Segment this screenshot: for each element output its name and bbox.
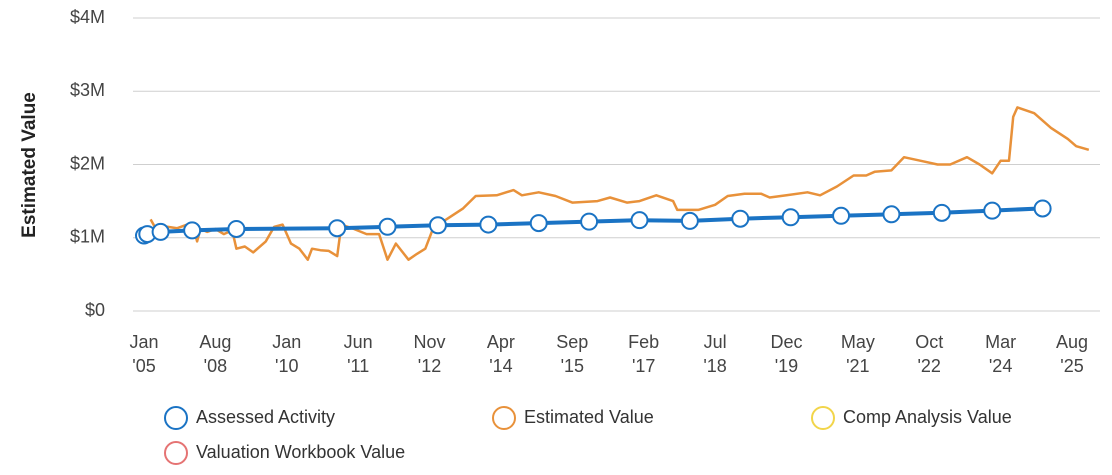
x-tick-label: '08 <box>204 356 227 376</box>
y-tick-label: $2M <box>70 153 105 173</box>
y-axis-label: Estimated Value <box>19 92 40 238</box>
point-marker <box>882 205 901 224</box>
point-marker <box>680 211 699 230</box>
point-marker <box>183 221 202 240</box>
x-tick-label: '05 <box>132 356 155 376</box>
legend-label: Valuation Workbook Value <box>196 442 405 462</box>
point-marker <box>580 212 599 231</box>
legend-marker <box>492 406 516 430</box>
x-tick-label: '19 <box>775 356 798 376</box>
x-tick-label: '17 <box>632 356 655 376</box>
legend-marker <box>164 441 188 465</box>
point-marker <box>781 208 800 227</box>
x-tick-label: '11 <box>347 356 369 376</box>
x-tick-label: Apr <box>487 332 515 352</box>
x-tick-label: Feb <box>628 332 659 352</box>
legend-label: Estimated Value <box>524 407 654 427</box>
point-marker <box>630 211 649 230</box>
point-marker <box>428 216 447 235</box>
x-tick-label: Nov <box>414 332 446 352</box>
x-tick-label: Aug <box>199 332 231 352</box>
point-marker <box>378 217 397 236</box>
point-marker <box>932 203 951 222</box>
x-tick-label: May <box>841 332 875 352</box>
legend-marker <box>811 406 835 430</box>
x-tick-label: '14 <box>489 356 512 376</box>
x-tick-label: Jul <box>704 332 727 352</box>
y-tick-label: $0 <box>85 300 105 320</box>
point-marker <box>151 222 170 241</box>
legend-label: Assessed Activity <box>196 407 335 427</box>
x-tick-label: '15 <box>561 356 584 376</box>
y-tick-label: $4M <box>70 7 105 27</box>
y-tick-label: $1M <box>70 227 105 247</box>
x-tick-label: Aug <box>1056 332 1088 352</box>
point-marker <box>1033 199 1052 218</box>
point-marker <box>832 206 851 225</box>
x-tick-label: Jun <box>344 332 373 352</box>
point-marker <box>227 219 246 238</box>
x-tick-label: Sep <box>556 332 588 352</box>
series-line <box>149 106 1090 261</box>
x-tick-label: Jan <box>272 332 301 352</box>
x-tick-label: '21 <box>846 356 869 376</box>
x-tick-label: Mar <box>985 332 1016 352</box>
point-marker <box>731 209 750 228</box>
point-marker <box>328 219 347 238</box>
point-marker <box>983 201 1002 220</box>
x-tick-label: Dec <box>770 332 802 352</box>
x-tick-label: '25 <box>1060 356 1083 376</box>
point-marker <box>479 215 498 234</box>
x-tick-label: '24 <box>989 356 1012 376</box>
x-tick-label: Oct <box>915 332 943 352</box>
y-tick-label: $3M <box>70 80 105 100</box>
x-tick-label: '22 <box>917 356 940 376</box>
legend-marker <box>164 406 188 430</box>
legend-label: Comp Analysis Value <box>843 407 1012 427</box>
x-tick-label: '12 <box>418 356 441 376</box>
point-marker <box>529 214 548 233</box>
x-tick-label: Jan <box>129 332 158 352</box>
x-tick-label: '10 <box>275 356 298 376</box>
x-tick-label: '18 <box>703 356 726 376</box>
